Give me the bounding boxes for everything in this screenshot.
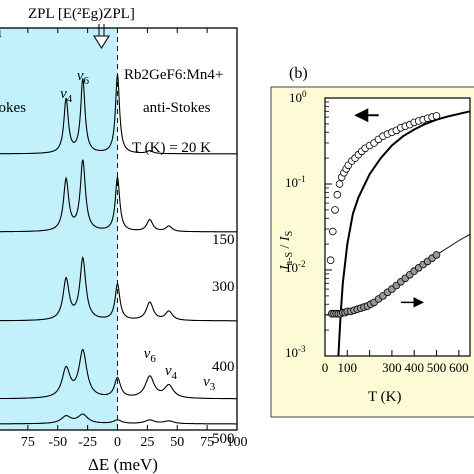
panel-b-ticks [324, 97, 460, 357]
panel-a-x-tick-label: 75 [200, 435, 214, 450]
open-data-point [328, 227, 337, 236]
spectrum-label-150: 150 [212, 232, 235, 248]
filled-data-point [432, 251, 441, 259]
panel-b-x-tick-label: 400 [404, 360, 424, 375]
open-data-point [432, 112, 441, 120]
panel-b-x-tick-label: 500 [427, 360, 447, 375]
stokes-label: Stokes [0, 100, 26, 116]
panel-a-x-tick-label: -50 [48, 435, 67, 450]
open-data-point [326, 256, 335, 265]
panel-a-x-tick-label: 0 [114, 435, 121, 450]
open-data-point [331, 206, 339, 214]
panel-b-points [326, 112, 441, 318]
panel-a-x-ticks: 75 -50 -25 0 25 50 75 100 [21, 28, 248, 450]
panel-b-label: (b) [289, 65, 308, 82]
compound-label: Rb2GeF6:Mn4+ [124, 67, 223, 83]
spectrum-line-400 [0, 348, 237, 400]
panel-a-x-tick-label: -25 [78, 435, 97, 450]
panel-b-x-tick-label: 600 [449, 360, 469, 375]
panel-a-label: a [0, 22, 2, 41]
spectrum-label-20K: T (K) = 20 K [132, 140, 211, 156]
panel-b-x-tick-label: 300 [382, 360, 402, 375]
spectrum-label-400: 400 [212, 359, 235, 375]
spectrum-label-500: 500 [212, 431, 235, 447]
panel-a-x-tick-label: 75 [21, 435, 35, 450]
panel-b: (b) 100 10-1 10-2 10-3 Ia-S / IS T (K) 0… [270, 65, 474, 418]
panel-a-xlabel: ΔE (meV) [88, 455, 158, 474]
panel-b-x-tick-labels: 0 100 300 400 500 600 [322, 360, 469, 375]
zpl-arrow-head [93, 35, 110, 50]
panel-a-x-tick-label: 100 [227, 435, 248, 450]
panel-b-x-tick-label: 0 [322, 360, 329, 375]
nu3-annotation-400: ν3 [203, 374, 216, 393]
zpl-label: ZPL [E(²Eg)ZPL] [28, 6, 135, 22]
panel-a-x-tick-label: 50 [170, 435, 184, 450]
open-data-point [335, 180, 344, 188]
stokes-shaded-region [0, 28, 118, 430]
fit-line-thick [337, 110, 471, 357]
nu6-annotation-400: ν6 [144, 346, 157, 365]
anti-stokes-label: anti-Stokes [143, 100, 211, 116]
panel-a-x-tick-label: 25 [140, 435, 154, 450]
spectrum-label-300: 300 [212, 279, 235, 295]
panel-a: 75 -50 -25 0 25 50 75 100 a ZPL [E(²Eg)ZPL] Rb2… [0, 6, 248, 474]
open-data-point [333, 190, 342, 199]
panel-b-x-tick-label: 100 [338, 360, 358, 375]
panel-b-xlabel: T (K) [368, 389, 401, 405]
panel-b-plot-area [324, 97, 471, 357]
nu4-annotation-400: ν4 [165, 363, 178, 382]
